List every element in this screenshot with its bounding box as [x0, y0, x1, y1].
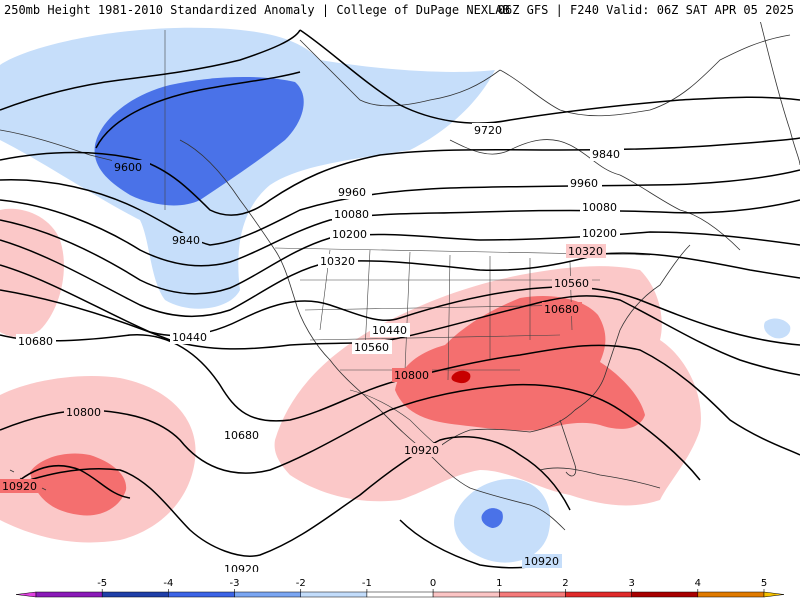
svg-text:10080: 10080: [582, 201, 617, 214]
label-10320-east: 10320: [566, 244, 606, 258]
contour-10320: [0, 239, 800, 318]
label-10800-west: 10800: [64, 405, 104, 419]
svg-text:10560: 10560: [354, 341, 389, 354]
svg-text:10440: 10440: [372, 324, 407, 337]
colorbar-segment: [763, 591, 785, 598]
label-10200-east: 10200: [580, 226, 620, 240]
colorbar-strip: [15, 591, 785, 598]
label-9960-west: 9960: [336, 185, 372, 199]
contour-10920-hawaii: [19, 464, 131, 499]
colorbar-tick-label: 5: [761, 578, 767, 589]
model-run-info: 06Z GFS | F240 Valid: 06Z SAT APR 05 202…: [497, 3, 794, 17]
svg-text:10200: 10200: [332, 228, 367, 241]
colorbar-segment: [234, 591, 301, 598]
colorbar-segment: [432, 591, 500, 598]
colorbar-tick-label: 4: [695, 578, 701, 589]
svg-text:9720: 9720: [474, 124, 502, 137]
contour-labels: 9600 9720 9840 9840 9960 9960 10080 1008…: [0, 123, 624, 572]
contour-9600: [95, 71, 301, 149]
colorbar-legend: -5 -4 -3 -2 -1 0 1 2 3 4 5: [0, 572, 800, 600]
colorbar-segment: [366, 591, 434, 598]
label-9720: 9720: [472, 123, 506, 137]
contour-9720: [0, 29, 800, 124]
svg-text:10920: 10920: [224, 563, 259, 572]
svg-text:10560: 10560: [554, 277, 589, 290]
contour-10800: [0, 383, 701, 481]
label-10440-west: 10440: [170, 330, 210, 344]
svg-text:10920: 10920: [404, 444, 439, 457]
label-10920-caribbean: 10920: [522, 554, 562, 568]
svg-text:10920: 10920: [524, 555, 559, 568]
svg-text:10320: 10320: [568, 245, 603, 258]
label-10560-east: 10560: [552, 276, 592, 290]
colorbar-tick-label: -4: [163, 578, 173, 589]
svg-text:10680: 10680: [544, 303, 579, 316]
svg-text:10320: 10320: [320, 255, 355, 268]
label-10560-center: 10560: [352, 340, 392, 354]
label-9840-east: 9840: [590, 147, 624, 161]
contour-9960: [0, 169, 800, 246]
colorbar-segment: [565, 591, 632, 598]
svg-text:9840: 9840: [172, 234, 200, 247]
svg-text:9960: 9960: [338, 186, 366, 199]
colorbar-tick-label: 0: [430, 578, 436, 589]
colorbar-tick-label: -5: [97, 578, 107, 589]
colorbar-tick-label: -3: [230, 578, 240, 589]
svg-text:10680: 10680: [18, 335, 53, 348]
map-title: 250mb Height 1981-2010 Standardized Anom…: [4, 3, 510, 17]
contour-10560: [0, 289, 800, 376]
anomaly-neg1-alaska: [0, 27, 495, 309]
svg-text:10680: 10680: [224, 429, 259, 442]
label-9600: 9600: [112, 160, 150, 174]
label-10920-south: 10920: [222, 562, 262, 572]
anomaly-pos2-eastern-us: [395, 295, 645, 431]
label-10200-west: 10200: [330, 227, 370, 241]
colorbar-segment: [300, 591, 368, 598]
label-10440-center: 10440: [370, 323, 410, 337]
colorbar-segment: [631, 591, 699, 598]
label-10680-west: 10680: [16, 334, 56, 348]
label-10680-south: 10680: [222, 428, 262, 442]
colorbar-segment: [101, 591, 169, 598]
colorbar-tick-label: 2: [562, 578, 568, 589]
anomaly-pos1-west: [0, 208, 64, 337]
anomaly-map: 9600 9720 9840 9840 9960 9960 10080 1008…: [0, 22, 800, 572]
svg-text:9960: 9960: [570, 177, 598, 190]
colorbar-segment: [499, 591, 566, 598]
label-10920-center: 10920: [402, 443, 442, 457]
colorbar-segment: [697, 591, 765, 598]
label-9960-east: 9960: [568, 176, 602, 190]
colorbar-tick-labels: -5 -4 -3 -2 -1 0 1 2 3 4 5: [97, 578, 767, 592]
anomaly-pos3-texas: [451, 370, 471, 384]
svg-text:10800: 10800: [394, 369, 429, 382]
svg-text:10080: 10080: [334, 208, 369, 221]
anomaly-neg2-central-america: [481, 508, 503, 528]
header: 250mb Height 1981-2010 Standardized Anom…: [0, 0, 800, 22]
colorbar-tick-label: -1: [362, 578, 372, 589]
svg-text:10800: 10800: [66, 406, 101, 419]
svg-text:9600: 9600: [114, 161, 142, 174]
anomaly-neg1-atlantic: [764, 318, 791, 339]
svg-text:10920: 10920: [2, 480, 37, 493]
colorbar-tick-label: 1: [496, 578, 502, 589]
label-10320-west: 10320: [318, 254, 358, 268]
colorbar-tick-label: -2: [296, 578, 306, 589]
label-9840-west: 9840: [170, 233, 202, 247]
colorbar-tick-label: 3: [628, 578, 634, 589]
label-10920-hawaii: 10920: [0, 479, 38, 493]
colorbar-segment: [35, 591, 103, 598]
svg-text:10440: 10440: [172, 331, 207, 344]
label-10680-east: 10680: [542, 302, 582, 316]
svg-text:10200: 10200: [582, 227, 617, 240]
colorbar-segment: [168, 591, 235, 598]
label-10080-east: 10080: [580, 200, 620, 214]
svg-text:9840: 9840: [592, 148, 620, 161]
label-10800-center: 10800: [392, 368, 432, 382]
label-10080-west: 10080: [332, 207, 372, 221]
